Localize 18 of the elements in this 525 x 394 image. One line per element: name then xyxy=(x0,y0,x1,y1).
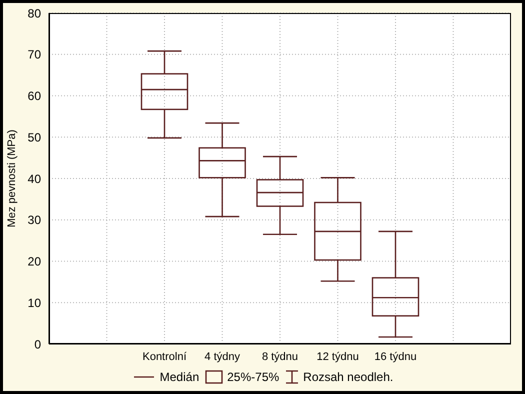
text: Rozsah neodleh. xyxy=(303,370,394,384)
x-tick-label: 8 týdnu xyxy=(262,350,298,363)
x-tick-label: Kontrolní xyxy=(142,350,188,363)
y-tick-label: 30 xyxy=(28,213,42,228)
y-tick-label: 80 xyxy=(28,6,42,20)
y-axis-title: Mez pevnosti (MPa) xyxy=(6,130,18,228)
y-tick-label: 60 xyxy=(28,89,42,104)
x-tick-label: 12 týdnu xyxy=(316,350,359,363)
y-tick-label: 50 xyxy=(28,130,42,144)
y-tick-label: 40 xyxy=(28,172,42,186)
x-tick-label: 16 týdnu xyxy=(374,350,417,363)
x-tick-label: 4 týdny xyxy=(204,350,240,363)
y-tick-label: 70 xyxy=(28,48,42,62)
text: 25%-75% xyxy=(227,370,280,384)
text: Medián xyxy=(160,370,200,384)
y-tick-label: 20 xyxy=(28,254,42,269)
y-tick-label: 0 xyxy=(34,337,42,352)
y-tick-label: 10 xyxy=(28,296,42,310)
